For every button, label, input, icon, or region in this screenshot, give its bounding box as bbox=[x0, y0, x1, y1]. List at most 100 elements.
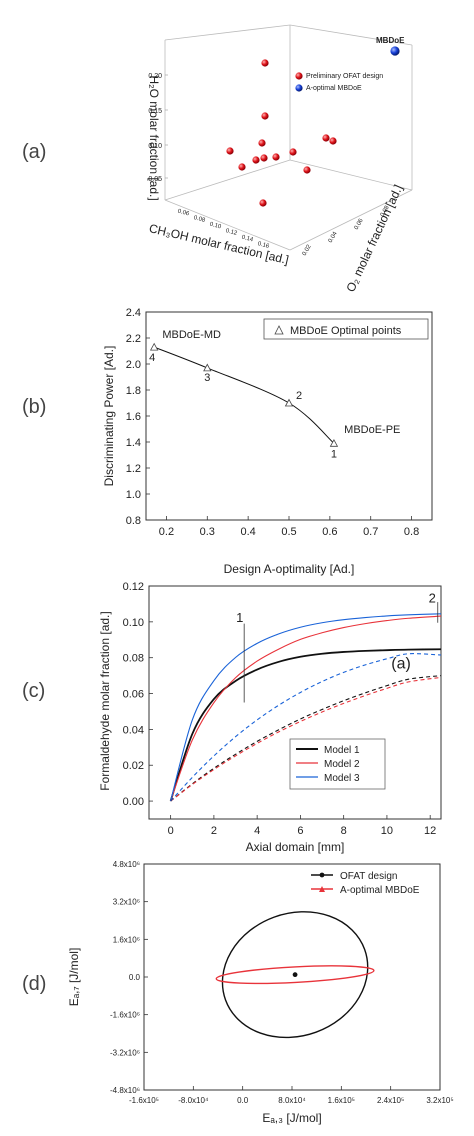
chart-c-frame bbox=[148, 585, 442, 820]
chart-a: 0.050.100.150.20 0.060.080.100.120.140.1… bbox=[147, 24, 413, 294]
chart-a-zlabel: H₂O molar fraction [ad.] bbox=[147, 75, 161, 200]
chart-c-xtick-label: 2 bbox=[211, 825, 217, 837]
chart-a-ztick-label: 0.20 bbox=[148, 73, 162, 80]
chart-a-ofat-point bbox=[259, 199, 267, 207]
chart-a-ofat-point bbox=[260, 154, 268, 162]
chart-d-ytick-label: 3.2x10⁶ bbox=[113, 898, 140, 907]
chart-a-mbdoe-annotation: MBDoE bbox=[376, 36, 405, 45]
chart-a-ytick-label: 0.06 bbox=[354, 217, 365, 231]
chart-a-points bbox=[226, 46, 400, 207]
chart-a-legend-ofat-label: Preliminary OFAT design bbox=[306, 73, 383, 80]
chart-d-xtick-label: 1.6x10⁵ bbox=[328, 1096, 355, 1105]
chart-c-legend: Model 1 Model 2 Model 3 bbox=[289, 738, 386, 790]
chart-b-ylabel: Discriminating Power [Ad.] bbox=[102, 346, 116, 487]
panel-label-d: (d) bbox=[22, 973, 46, 995]
chart-a-ylabel: O₂ molar fraction [ad.] bbox=[343, 182, 405, 294]
chart-a-ztick-label: 0.05 bbox=[148, 176, 162, 183]
chart-c-ytick-label: 0.08 bbox=[123, 653, 144, 665]
chart-c-xtick-label: 4 bbox=[254, 825, 260, 837]
panel-label-a: (a) bbox=[22, 141, 46, 163]
chart-b-xtick-label: 0.8 bbox=[404, 526, 419, 538]
panel-label-b: (b) bbox=[22, 396, 46, 418]
chart-c-xtick-label: 0 bbox=[168, 825, 174, 837]
chart-b-ytick-label: 0.8 bbox=[126, 515, 141, 527]
chart-b-ytick-label: 1.2 bbox=[126, 463, 141, 475]
chart-b-annotation: MBDoE-MD bbox=[162, 329, 221, 341]
chart-b-xlabel: Design A-optimality [Ad.] bbox=[224, 562, 355, 576]
chart-a-ofat-point bbox=[322, 134, 330, 142]
chart-c-ytick-label: 0.12 bbox=[123, 581, 144, 593]
chart-d-xtick-label: -1.6x10⁵ bbox=[129, 1096, 159, 1105]
chart-c-ytick-label: 0.00 bbox=[123, 796, 144, 808]
chart-b-ytick-label: 2.4 bbox=[126, 307, 141, 319]
chart-d-xlabel: Eₐ,₃ [J/mol] bbox=[262, 1111, 321, 1125]
chart-b-ytick-label: 2.0 bbox=[126, 359, 141, 371]
chart-d-legend-mbdoe-marker bbox=[319, 886, 325, 892]
chart-c-legend-label: Model 2 bbox=[324, 759, 360, 770]
chart-b-point-label: 4 bbox=[149, 352, 155, 364]
chart-b-point bbox=[203, 363, 212, 372]
chart-a-mbdoe-point bbox=[390, 46, 400, 56]
chart-c-xtick-label: 10 bbox=[381, 825, 393, 837]
chart-a-ofat-point bbox=[272, 153, 280, 161]
chart-a-ofat-point bbox=[226, 147, 234, 155]
chart-a-ofat-point bbox=[238, 163, 246, 171]
chart-b-point-label: 2 bbox=[296, 390, 302, 402]
chart-d-xtick-label: 2.4x10⁵ bbox=[377, 1096, 404, 1105]
chart-b-curve bbox=[153, 346, 335, 444]
chart-a-ztick-label: 0.10 bbox=[148, 143, 162, 150]
chart-a-ofat-point bbox=[289, 148, 297, 156]
chart-b-point bbox=[329, 438, 339, 447]
chart-b-annotation: MBDoE-PE bbox=[344, 424, 400, 436]
chart-c-ytick-label: 0.02 bbox=[123, 760, 144, 772]
chart-b-ytick-label: 2.2 bbox=[126, 333, 141, 345]
chart-c-legend-label: Model 1 bbox=[324, 745, 360, 756]
chart-b-point-label: 3 bbox=[204, 372, 210, 384]
chart-a-xtick-label: 0.14 bbox=[241, 235, 254, 244]
chart-c-annotation-a: (a) bbox=[391, 655, 411, 672]
chart-a-legend-mbdoe-marker bbox=[295, 84, 303, 92]
chart-a-ofat-point bbox=[329, 137, 337, 145]
chart-a-xtick-label: 0.12 bbox=[225, 228, 238, 237]
chart-b-ytick-label: 1.0 bbox=[126, 489, 141, 501]
chart-b-xtick-label: 0.6 bbox=[322, 526, 337, 538]
chart-c-annotation-1: 1 bbox=[236, 610, 243, 625]
chart-a-xtick-label: 0.10 bbox=[209, 222, 222, 231]
chart-c-series-model-1-dashed bbox=[170, 675, 442, 802]
chart-d-frame bbox=[143, 863, 441, 1091]
chart-a-ofat-point bbox=[252, 156, 260, 164]
chart-d-ytick-label: -4.8x10⁶ bbox=[110, 1086, 140, 1095]
chart-c-legend-box bbox=[289, 738, 386, 790]
chart-a-legend-mbdoe-label: A-optimal MBDoE bbox=[306, 85, 362, 92]
chart-a-legend-ofat-marker bbox=[295, 72, 303, 80]
chart-d-ytick-label: 1.6x10⁶ bbox=[113, 935, 140, 944]
chart-b-ytick-label: 1.8 bbox=[126, 385, 141, 397]
chart-c-xtick-label: 12 bbox=[424, 825, 436, 837]
chart-a-xtick-label: 0.06 bbox=[177, 209, 190, 218]
chart-d-xtick-label: 3.2x10⁵ bbox=[426, 1096, 453, 1105]
chart-c-series-model-3-solid bbox=[170, 613, 442, 802]
chart-d-legend-mbdoe-label: A-optimal MBDoE bbox=[340, 885, 420, 896]
chart-a-ztick-label: 0.15 bbox=[148, 108, 162, 115]
chart-b-xtick-label: 0.7 bbox=[363, 526, 378, 538]
chart-b-xtick-label: 0.3 bbox=[200, 526, 215, 538]
chart-d-xtick-label: 0.0 bbox=[237, 1096, 249, 1105]
chart-a-box bbox=[164, 24, 413, 251]
chart-a-ofat-point bbox=[303, 166, 311, 174]
chart-b-xtick-label: 0.4 bbox=[240, 526, 255, 538]
chart-a-xtick-label: 0.08 bbox=[193, 215, 206, 224]
chart-d-ylabel: Eₐ,₇ [J/mol] bbox=[67, 948, 81, 1007]
chart-c-xtick-label: 8 bbox=[341, 825, 347, 837]
chart-b-xtick-label: 0.2 bbox=[159, 526, 174, 538]
chart-d-design-point bbox=[292, 972, 298, 978]
chart-c-ylabel: Formaldehyde molar fraction [ad.] bbox=[98, 611, 112, 790]
chart-c-annotation-2: 2 bbox=[429, 591, 436, 606]
chart-b-point bbox=[284, 398, 294, 407]
chart-c-ytick-label: 0.10 bbox=[123, 617, 144, 629]
chart-a-ytick-label: 0.04 bbox=[328, 230, 339, 244]
chart-c-series-model-3-dashed bbox=[170, 653, 442, 802]
chart-a-ytick-label: 0.02 bbox=[302, 243, 313, 257]
chart-d: -1.6x10⁵ -8.0x10⁴ 0.0 8.0x10⁴ 1.6x10⁵ 2.4x10⁵… bbox=[67, 860, 454, 1125]
chart-d-legend-ofat-label: OFAT design bbox=[340, 871, 397, 882]
